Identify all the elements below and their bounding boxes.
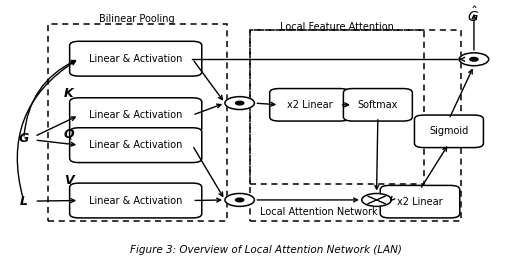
FancyBboxPatch shape: [380, 185, 460, 218]
Text: K: K: [64, 87, 73, 100]
Text: L: L: [20, 195, 28, 208]
Text: Linear & Activation: Linear & Activation: [89, 140, 182, 150]
FancyBboxPatch shape: [70, 183, 202, 218]
FancyBboxPatch shape: [414, 115, 484, 148]
FancyBboxPatch shape: [70, 98, 202, 133]
Text: V: V: [64, 174, 73, 187]
Text: $\hat{G}$: $\hat{G}$: [467, 6, 479, 25]
Text: Q: Q: [63, 128, 74, 141]
Circle shape: [225, 97, 254, 110]
Text: Softmax: Softmax: [358, 100, 398, 110]
FancyBboxPatch shape: [70, 41, 202, 76]
Bar: [250, 30, 461, 221]
Text: x2 Linear: x2 Linear: [287, 100, 332, 110]
FancyBboxPatch shape: [270, 89, 349, 121]
Text: x2 Linear: x2 Linear: [397, 197, 443, 207]
Circle shape: [225, 194, 254, 206]
Circle shape: [236, 198, 244, 202]
FancyBboxPatch shape: [70, 128, 202, 163]
Circle shape: [470, 57, 478, 61]
Text: Local Attention Network: Local Attention Network: [260, 207, 378, 217]
Text: G: G: [19, 132, 29, 145]
Text: Local Feature Attention: Local Feature Attention: [280, 22, 394, 32]
Text: Figure 3: Overview of Local Attention Network (LAN): Figure 3: Overview of Local Attention Ne…: [130, 245, 402, 255]
FancyBboxPatch shape: [343, 89, 412, 121]
Text: Sigmoid: Sigmoid: [429, 126, 469, 136]
Text: Linear & Activation: Linear & Activation: [89, 110, 182, 120]
Text: Bilinear Pooling: Bilinear Pooling: [99, 14, 175, 24]
Circle shape: [362, 194, 392, 206]
Bar: [250, 30, 424, 184]
Text: Linear & Activation: Linear & Activation: [89, 196, 182, 206]
Text: Linear & Activation: Linear & Activation: [89, 54, 182, 64]
Bar: [47, 24, 227, 221]
Circle shape: [236, 101, 244, 105]
Circle shape: [459, 53, 489, 66]
